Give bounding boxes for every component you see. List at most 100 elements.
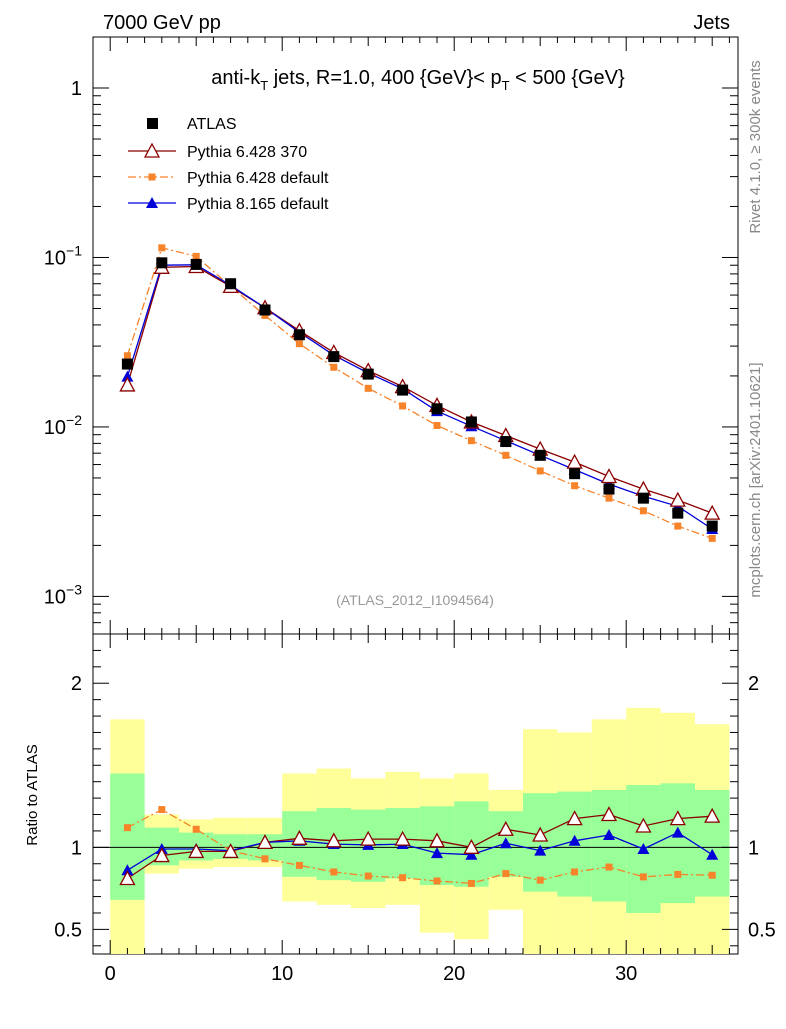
- main-point-atlas: [603, 483, 615, 495]
- ratio-point-pythia-6-428-370: [497, 820, 514, 836]
- legend-entry-pythia8-default: Pythia 8.165 default: [128, 196, 329, 213]
- main-point-pythia-6-428-default: [158, 244, 166, 252]
- main-point-pythia-6-428-default: [192, 252, 200, 260]
- ratio-ylabel: Ratio to ATLAS: [24, 744, 41, 845]
- ratio-band-inner: [695, 789, 730, 897]
- legend-marker-pythia6-default: [148, 173, 156, 181]
- main-point-pythia-6-428-default: [639, 507, 647, 515]
- ratio-point-pythia-6-428-default: [502, 870, 510, 878]
- ratio-point-pythia-6-428-default: [536, 876, 544, 884]
- main-y-tick-base: 10: [44, 247, 66, 269]
- ratio-point-pythia-6-428-370: [704, 807, 721, 823]
- main-point-pythia-6-428-default: [502, 451, 510, 459]
- main-point-atlas: [259, 304, 271, 316]
- main-point-pythia-6-428-default: [295, 340, 303, 348]
- ratio-point-pythia-6-428-370: [119, 870, 136, 886]
- main-point-atlas: [706, 520, 718, 532]
- main-point-pythia-6-428-default: [467, 437, 475, 445]
- ratio-point-pythia-6-428-370: [153, 847, 170, 863]
- main-plot-title: anti-kT jets, R=1.0, 400 {GeV}< pT < 500…: [211, 67, 625, 93]
- ratio-point-pythia-6-428-370: [428, 832, 446, 848]
- main-point-atlas: [637, 492, 649, 504]
- main-point-atlas: [569, 468, 581, 480]
- legend-label-pythia8-default: Pythia 8.165 default: [187, 196, 329, 213]
- main-point-atlas: [500, 436, 512, 448]
- ratio-panel-frame: [92, 633, 739, 955]
- ratio-y-tick-label-right: 1: [748, 837, 759, 859]
- title-part-b: jets, R=1.0, 400 {GeV}< p: [268, 67, 502, 89]
- main-line-pythia-6-428-370: [126, 265, 713, 514]
- ratio-point-pythia-6-428-default: [330, 868, 338, 876]
- main-point-pythia-6-428-default: [571, 482, 579, 490]
- main-point-pythia-6-428-default: [123, 352, 131, 360]
- ratio-point-pythia-6-428-default: [433, 877, 441, 885]
- legend-marker-pythia8-default: [146, 197, 158, 208]
- ratio-point-pythia-6-428-default: [571, 868, 579, 876]
- main-point-pythia-6-428-default: [536, 467, 544, 475]
- ratio-point-pythia-6-428-370: [256, 834, 274, 850]
- main-point-pythia-8-165-default: [121, 370, 134, 382]
- ratio-point-pythia-6-428-default: [295, 861, 303, 869]
- main-point-atlas: [225, 278, 237, 290]
- ratio-point-pythia-6-428-default: [158, 806, 166, 814]
- ratio-point-pythia-6-428-default: [399, 874, 407, 882]
- legend: ATLAS Pythia 6.428 370 Pythia 6.428 defa…: [128, 116, 329, 213]
- main-y-tick-exponent: −3: [66, 581, 82, 597]
- ratio-point-pythia-6-428-default: [192, 825, 200, 833]
- main-y-tick-label: 10−3: [44, 581, 82, 608]
- main-point-atlas: [431, 403, 443, 415]
- ratio-y-tick-label-left: 2: [71, 673, 82, 695]
- ratio-point-pythia-6-428-370: [635, 817, 652, 833]
- ratio-point-pythia-6-428-370: [222, 843, 239, 859]
- title-part-a: anti-k: [211, 67, 261, 89]
- main-point-atlas: [534, 449, 546, 461]
- legend-entry-atlas: ATLAS: [147, 116, 237, 133]
- ratio-point-pythia-6-428-370: [669, 810, 686, 826]
- legend-entry-pythia6-default: Pythia 6.428 default: [128, 170, 329, 187]
- main-point-atlas: [121, 358, 133, 370]
- ratio-point-pythia-8-165-default: [637, 842, 650, 854]
- ratio-point-pythia-6-428-default: [708, 871, 716, 879]
- side-label-rivet: Rivet 4.1.0, ≥ 300k events: [747, 60, 764, 233]
- main-point-pythia-6-428-370: [566, 453, 583, 469]
- ratio-point-pythia-6-428-370: [566, 810, 583, 826]
- main-y-tick-base: 10: [44, 586, 66, 608]
- main-point-atlas: [156, 257, 168, 269]
- ratio-point-pythia-6-428-370: [188, 843, 205, 859]
- ratio-point-pythia-8-165-default: [706, 848, 719, 860]
- ratio-band-inner: [523, 793, 558, 892]
- x-tick-label: 30: [615, 963, 637, 985]
- main-line-pythia-8-165-default: [126, 264, 713, 530]
- legend-entry-pythia6-370: Pythia 6.428 370: [128, 142, 307, 161]
- main-point-atlas: [328, 351, 340, 363]
- axis-ticks: [92, 36, 738, 954]
- ratio-point-pythia-6-428-default: [674, 870, 682, 878]
- main-point-atlas: [362, 368, 374, 380]
- main-point-pythia-6-428-default: [605, 494, 613, 502]
- ratio-line-pythia-6-428-370: [127, 813, 713, 880]
- legend-marker-pythia6-370: [143, 142, 161, 158]
- main-y-tick-base: 10: [44, 417, 66, 439]
- main-point-pythia-6-428-default: [364, 384, 372, 392]
- ratio-point-pythia-6-428-370: [291, 829, 308, 845]
- ratio-point-pythia-8-165-default: [603, 829, 615, 841]
- ratio-point-pythia-6-428-default: [364, 872, 372, 880]
- side-label-mcplots: mcplots.cern.ch [arXiv:2401.10621]: [747, 362, 764, 597]
- main-point-pythia-6-428-default: [330, 363, 338, 371]
- main-point-pythia-6-428-370: [669, 491, 686, 507]
- analysis-watermark: (ATLAS_2012_I1094564): [336, 592, 494, 608]
- ratio-point-pythia-8-165-default: [534, 844, 547, 856]
- main-point-atlas: [293, 329, 305, 341]
- legend-label-pythia6-370: Pythia 6.428 370: [187, 144, 307, 161]
- ratio-point-pythia-6-428-default: [123, 824, 131, 832]
- main-point-pythia-6-428-default: [708, 534, 716, 542]
- title-part-c: < 500 {GeV}: [510, 67, 625, 89]
- main-point-atlas: [672, 507, 684, 519]
- main-point-pythia-6-428-370: [119, 376, 136, 392]
- title-sub-b: T: [502, 78, 510, 93]
- main-y-tick-exponent: −1: [66, 242, 82, 258]
- ratio-series-group: [119, 806, 721, 887]
- ratio-point-pythia-6-428-370: [325, 832, 342, 848]
